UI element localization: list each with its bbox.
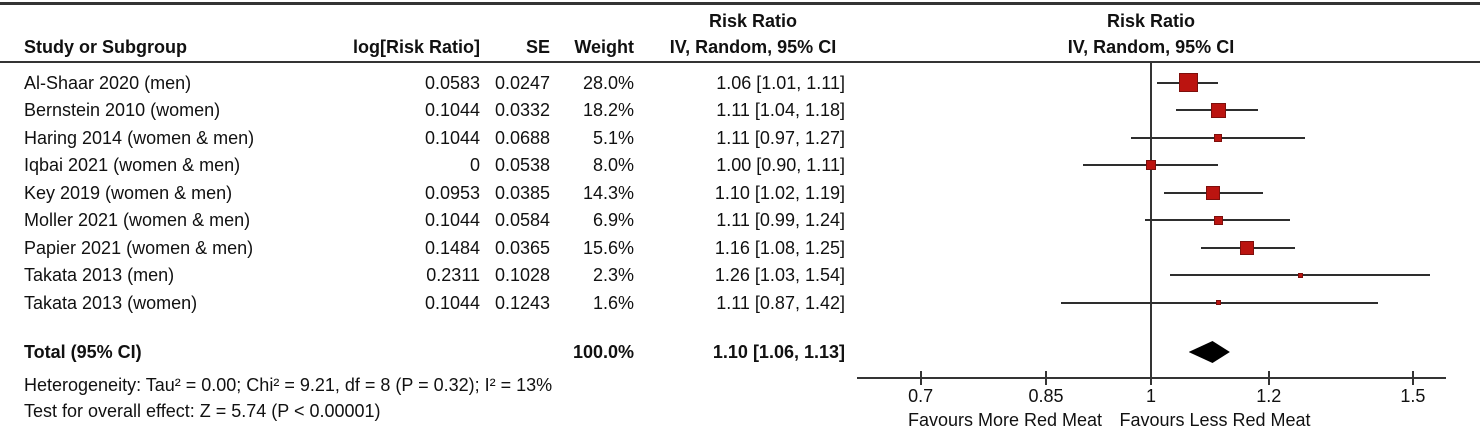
study-se: 0.0385	[494, 182, 550, 203]
top-rule	[0, 2, 1480, 5]
axis-tick-label: 0.85	[1028, 386, 1064, 406]
study-weight: 6.9%	[592, 210, 634, 230]
total-diamond	[1188, 341, 1230, 363]
study-se: 0.0584	[494, 210, 550, 230]
study-ci-text: 1.11 [1.04, 1.18]	[716, 100, 845, 120]
study-log-rr: 0.0583	[424, 72, 480, 93]
stats-column-title: Risk Ratio	[708, 11, 798, 31]
effect-square	[1179, 73, 1199, 92]
study-ci-text: 1.00 [0.90, 1.11]	[716, 155, 845, 175]
effect-square	[1205, 185, 1220, 200]
study-weight: 8.0%	[592, 155, 634, 175]
study-name: Takata 2013 (men)	[24, 265, 175, 285]
effect-square	[1239, 240, 1254, 255]
axis-tick-label: 1.5	[1400, 386, 1426, 406]
header-rule	[0, 61, 1480, 63]
study-name: Key 2019 (women & men)	[24, 182, 233, 203]
axis-tick-label: 1.2	[1256, 386, 1282, 406]
study-weight: 1.6%	[592, 292, 634, 313]
study-se: 0.0332	[494, 100, 550, 120]
column-header-se: SE	[525, 37, 550, 57]
study-se: 0.1243	[494, 292, 550, 313]
study-ci-text: 1.11 [0.99, 1.24]	[716, 210, 845, 230]
column-header-weight: Weight	[574, 37, 634, 57]
favours-left-label: Favours More Red Meat	[907, 410, 1103, 430]
study-ci-text: 1.06 [1.01, 1.11]	[716, 72, 845, 93]
study-weight: 18.2%	[582, 100, 634, 120]
study-log-rr: 0.1484	[424, 237, 480, 258]
study-name: Takata 2013 (women)	[24, 292, 198, 313]
heterogeneity-text: Heterogeneity: Tau² = 0.00; Chi² = 9.21,…	[24, 375, 553, 395]
study-name: Haring 2014 (women & men)	[24, 127, 255, 148]
study-log-rr: 0	[469, 155, 480, 175]
study-log-rr: 0.1044	[424, 100, 480, 120]
column-header-study: Study or Subgroup	[24, 37, 187, 57]
column-header-plot-ci: IV, Random, 95% CI	[1067, 37, 1235, 57]
effect-square	[1297, 272, 1303, 278]
study-log-rr: 0.1044	[424, 292, 480, 313]
axis-tick-label: 1	[1145, 386, 1157, 406]
favours-right-label: Favours Less Red Meat	[1119, 410, 1311, 430]
study-se: 0.0538	[494, 155, 550, 175]
study-log-rr: 0.1044	[424, 210, 480, 230]
study-name: Papier 2021 (women & men)	[24, 237, 254, 258]
effect-square	[1213, 215, 1223, 225]
study-weight: 14.3%	[582, 182, 634, 203]
total-weight: 100.0%	[572, 342, 634, 362]
axis-tick-label: 0.7	[908, 386, 934, 406]
study-name: Bernstein 2010 (women)	[24, 100, 221, 120]
study-weight: 2.3%	[592, 265, 634, 285]
study-ci-text: 1.26 [1.03, 1.54]	[714, 265, 845, 285]
effect-square	[1146, 160, 1156, 170]
plot-column-title: Risk Ratio	[1106, 11, 1196, 31]
study-log-rr: 0.0953	[424, 182, 480, 203]
study-ci-text: 1.10 [1.02, 1.19]	[714, 182, 845, 203]
effect-square	[1214, 133, 1223, 142]
study-name: Moller 2021 (women & men)	[24, 210, 251, 230]
study-weight: 28.0%	[582, 72, 634, 93]
study-ci-text: 1.11 [0.97, 1.27]	[716, 127, 845, 148]
study-log-rr: 0.2311	[426, 265, 480, 285]
study-weight: 15.6%	[582, 237, 634, 258]
study-weight: 5.1%	[592, 127, 634, 148]
effect-square	[1210, 102, 1226, 118]
column-header-log-rr: log[Risk Ratio]	[352, 37, 480, 57]
column-header-stats-ci: IV, Random, 95% CI	[669, 37, 837, 57]
total-label: Total (95% CI)	[24, 342, 142, 362]
study-se: 0.0247	[494, 72, 550, 93]
study-log-rr: 0.1044	[424, 127, 480, 148]
study-ci-text: 1.16 [1.08, 1.25]	[714, 237, 845, 258]
study-name: Al-Shaar 2020 (men)	[24, 72, 192, 93]
overall-effect-text: Test for overall effect: Z = 5.74 (P < 0…	[24, 401, 381, 421]
effect-square	[1215, 300, 1221, 305]
total-ci-text: 1.10 [1.06, 1.13]	[712, 342, 845, 362]
study-se: 0.0688	[494, 127, 550, 148]
study-se: 0.1028	[494, 265, 550, 285]
study-ci-text: 1.11 [0.87, 1.42]	[716, 292, 845, 313]
x-axis-line	[857, 377, 1446, 379]
study-name: Iqbai 2021 (women & men)	[24, 155, 241, 175]
study-se: 0.0365	[494, 237, 550, 258]
